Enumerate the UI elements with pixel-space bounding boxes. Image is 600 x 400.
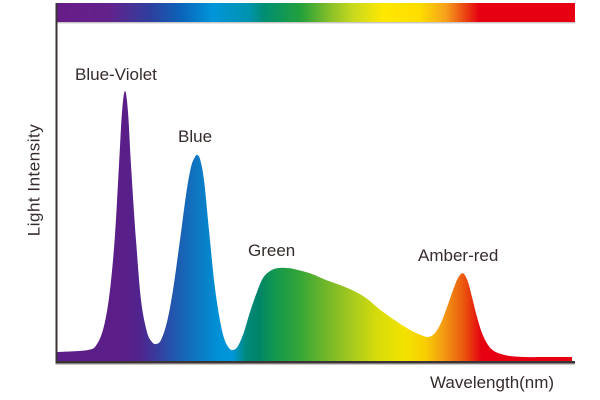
spectrum-intensity-curve xyxy=(57,91,572,361)
peak-label-amber-red: Amber-red xyxy=(418,246,499,265)
x-axis-line xyxy=(55,361,575,364)
y-axis-label: Light Intensity xyxy=(24,123,44,237)
peak-label-blue: Blue xyxy=(178,127,213,146)
y-axis-line xyxy=(55,3,58,364)
rainbow-bar-shadow xyxy=(57,22,575,24)
x-axis-shadow xyxy=(55,363,575,365)
x-axis-label: Wavelength(nm) xyxy=(430,373,555,392)
rainbow-spectrum-bar xyxy=(57,3,575,22)
peak-label-blue-violet: Blue-Violet xyxy=(75,65,157,84)
peak-label-green: Green xyxy=(248,241,296,260)
